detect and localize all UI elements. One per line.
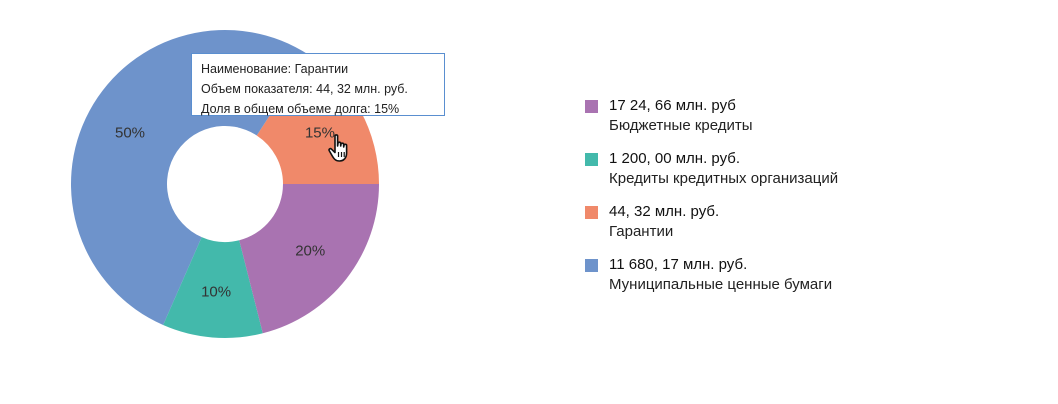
legend-name: Бюджетные кредиты (609, 117, 753, 134)
legend-swatch (585, 100, 598, 113)
legend-item[interactable]: 11 680, 17 млн. руб. Муниципальные ценные… (585, 255, 1025, 308)
legend-value: 44, 32 млн. руб. (609, 203, 720, 220)
slice-label-1: 50% (115, 125, 145, 142)
legend-swatch (585, 206, 598, 219)
legend-item[interactable]: 17 24, 66 млн. руб Бюджетные кредиты (585, 96, 1025, 149)
legend-swatch (585, 153, 598, 166)
legend-name: Гарантии (609, 223, 674, 240)
legend-value: 11 680, 17 млн. руб. (609, 256, 748, 273)
slice-2[interactable] (163, 237, 263, 338)
slice-0[interactable] (256, 55, 379, 185)
slice-label-0: 15% (305, 125, 335, 142)
tooltip-value-line: Объем показателя: 44, 32 млн. руб. (201, 82, 408, 96)
chart-tooltip: Наименование: Гарантии Объем показателя:… (191, 53, 445, 116)
legend-value: 17 24, 66 млн. руб (609, 97, 736, 114)
pointer-hand-icon (328, 134, 348, 162)
tooltip-share-line: Доля в общем объеме долга: 15% (201, 102, 400, 116)
legend-value: 1 200, 00 млн. руб. (609, 150, 741, 167)
legend-item[interactable]: 44, 32 млн. руб. Гарантии (585, 202, 1025, 255)
legend-name: Кредиты кредитных организаций (609, 170, 839, 187)
chart-legend: 17 24, 66 млн. руб Бюджетные кредиты 1 200… (585, 96, 1025, 308)
legend-name: Муниципальные ценные бумаги (609, 276, 833, 293)
legend-swatch (585, 259, 598, 272)
slice-labels-group: 15% 50% 10% 20% (115, 125, 335, 301)
legend-item[interactable]: 1 200, 00 млн. руб. Кредиты кредитных орг… (585, 149, 1025, 202)
slice-label-2: 10% (201, 284, 231, 301)
tooltip-name-line: Наименование: Гарантии (201, 62, 349, 76)
slice-label-3: 20% (295, 242, 325, 259)
slice-3[interactable] (239, 184, 379, 334)
